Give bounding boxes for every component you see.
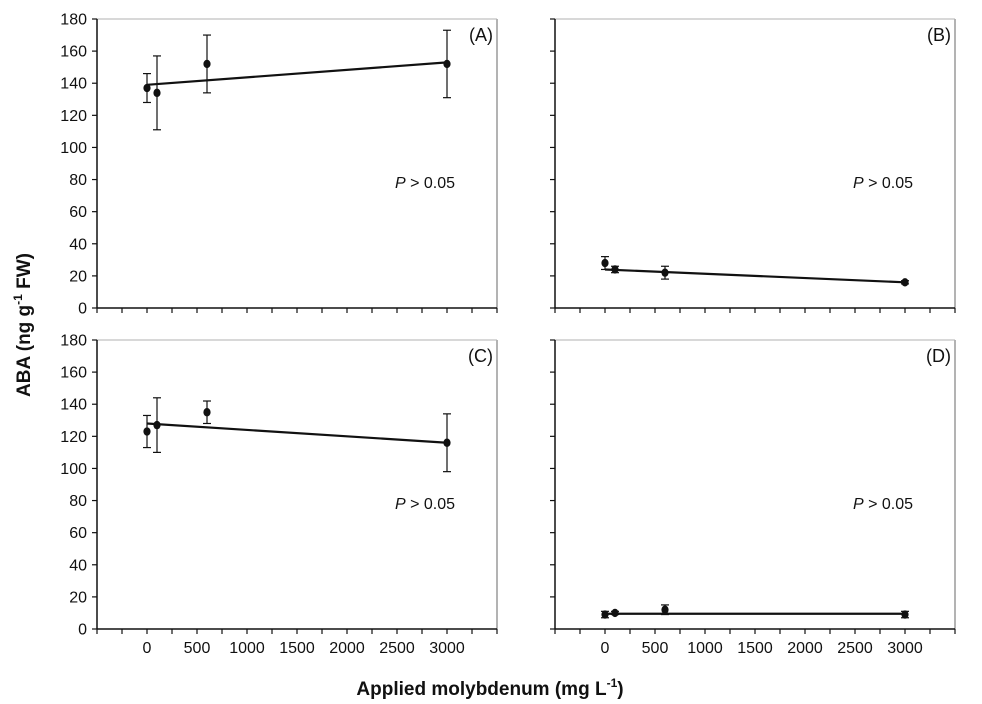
- y-tick-label: 40: [69, 236, 87, 253]
- y-tick-label: 180: [60, 333, 87, 350]
- data-point: [153, 88, 161, 98]
- data-point: [143, 83, 151, 93]
- y-tick-label: 100: [60, 140, 87, 157]
- x-tick-label: 0: [601, 640, 610, 657]
- x-tick-label: 2500: [837, 640, 873, 657]
- x-tick-label: 1000: [229, 640, 265, 657]
- y-tick-label: 80: [69, 172, 87, 189]
- y-tick-label: 100: [60, 461, 87, 478]
- data-point: [443, 438, 451, 447]
- y-axis-title: ABA (ng g-1 FW): [11, 253, 35, 397]
- y-tick-label: 40: [69, 557, 87, 574]
- x-tick-label: 3000: [887, 640, 923, 657]
- data-point: [143, 427, 151, 436]
- p-value-symbol: P: [853, 496, 864, 513]
- panels: 0 20 40 60 80 100 120 140 160 180 (A) P > 0.05 (B) P …: [60, 12, 956, 657]
- y-axis-title-tail: FW): [14, 253, 35, 294]
- x-axis-title-tail: ): [617, 679, 623, 700]
- data-point: [443, 59, 451, 69]
- x-tick-label: 1500: [279, 640, 315, 657]
- p-value-symbol: P: [853, 175, 864, 192]
- y-tick-label: 20: [69, 268, 87, 285]
- data-point: [153, 420, 161, 430]
- data-point: [611, 265, 619, 274]
- p-value-text: > 0.05: [864, 175, 913, 192]
- y-tick-label: 140: [60, 397, 87, 414]
- y-tick-label: 120: [60, 429, 87, 446]
- y-tick-label: 20: [69, 589, 87, 606]
- panel-a: 0 20 40 60 80 100 120 140 160 180 (A) P > 0.05: [60, 12, 498, 318]
- x-axis-title-sup: -1: [607, 676, 618, 690]
- y-tick-label: 80: [69, 493, 87, 510]
- y-tick-label: 160: [60, 44, 87, 61]
- x-tick-label: 1500: [737, 640, 773, 657]
- y-tick-label: 60: [69, 525, 87, 542]
- y-tick-label: 120: [60, 108, 87, 125]
- y-tick-label: 140: [60, 76, 87, 93]
- x-tick-label: 3000: [429, 640, 465, 657]
- p-value-text: > 0.05: [406, 175, 455, 192]
- x-axis-title-main: Applied molybdenum (mg L: [356, 679, 607, 700]
- panel-b: (B) P > 0.05: [550, 18, 956, 313]
- data-point: [601, 258, 609, 268]
- y-tick-label: 180: [60, 12, 87, 29]
- p-value-symbol: P: [395, 175, 406, 192]
- x-tick-label: 500: [184, 640, 211, 657]
- data-point: [203, 59, 211, 69]
- p-value-annotation: P > 0.05: [853, 175, 913, 192]
- p-value-annotation: P > 0.05: [853, 496, 913, 513]
- data-point: [661, 268, 669, 277]
- x-tick-label: 500: [642, 640, 669, 657]
- panel-label: (D): [926, 346, 951, 366]
- p-value-text: > 0.05: [864, 496, 913, 513]
- p-value-text: > 0.05: [406, 496, 455, 513]
- x-tick-label: 1000: [687, 640, 723, 657]
- x-tick-label: 0: [143, 640, 152, 657]
- y-axis-title-main: ABA (ng g: [14, 305, 35, 397]
- panel-c: 0 20 40 60 80 100 120 140 160 180 0 500 1000 1500 2000…: [60, 333, 498, 657]
- trendline: [146, 422, 448, 444]
- p-value-annotation: P > 0.05: [395, 496, 455, 513]
- data-point: [901, 278, 909, 287]
- p-value-annotation: P > 0.05: [395, 175, 455, 192]
- data-point: [901, 610, 909, 619]
- trendline: [604, 268, 906, 284]
- data-point: [611, 608, 619, 618]
- y-tick-label: 60: [69, 204, 87, 221]
- x-tick-label: 2000: [329, 640, 365, 657]
- x-tick-label: 2000: [787, 640, 823, 657]
- data-point: [203, 408, 211, 417]
- panel-d: 0 500 1000 1500 2000 2500 3000 (D) P > 0.05: [550, 339, 956, 657]
- data-point: [601, 610, 609, 619]
- x-axis-title: Applied molybdenum (mg L-1): [356, 676, 623, 700]
- y-tick-label: 0: [78, 301, 87, 318]
- x-tick-label: 2500: [379, 640, 415, 657]
- y-axis-title-sup: -1: [11, 294, 25, 305]
- p-value-symbol: P: [395, 496, 406, 513]
- y-tick-label: 160: [60, 365, 87, 382]
- data-point: [661, 605, 669, 614]
- panel-label: (C): [468, 346, 493, 366]
- panel-label: (A): [469, 25, 493, 45]
- trendline: [146, 61, 448, 86]
- panel-label: (B): [927, 25, 951, 45]
- y-tick-label: 0: [78, 622, 87, 639]
